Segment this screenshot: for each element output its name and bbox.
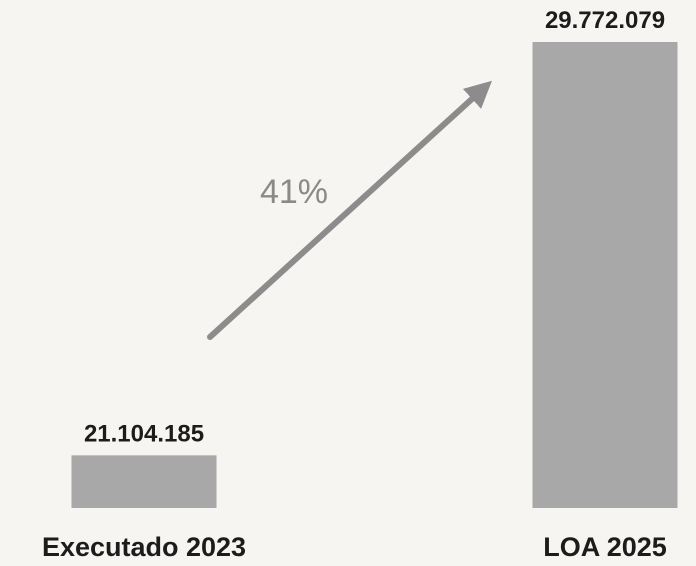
- bar-0: [71, 455, 217, 508]
- data-label-1: 29.772.079: [545, 7, 665, 34]
- category-label-0: Executado 2023: [42, 532, 246, 562]
- bar-1: [532, 42, 678, 508]
- labels-group: 21.104.185 Executado 2023 29.772.079 LOA 20…: [42, 7, 667, 562]
- bars-group: [71, 42, 678, 508]
- growth-percentage-label: 41%: [260, 173, 328, 211]
- growth-arrow: [207, 80, 492, 340]
- category-label-1: LOA 2025: [543, 532, 667, 562]
- data-label-0: 21.104.185: [84, 420, 204, 447]
